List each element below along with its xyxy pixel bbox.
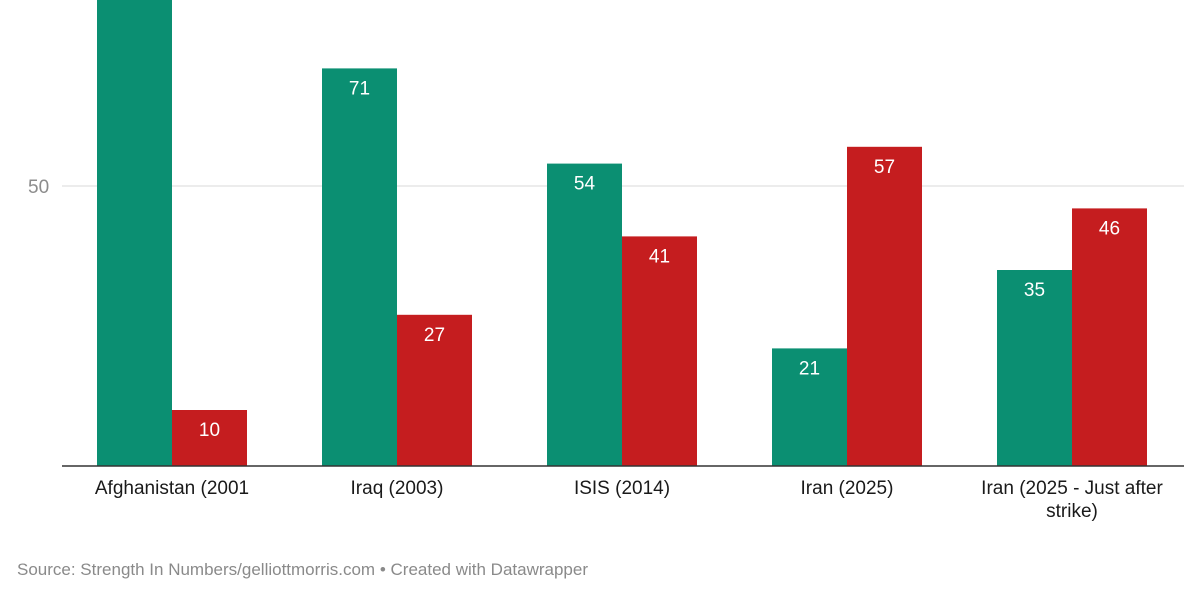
x-tick-label: Afghanistan (2001 [95,478,249,499]
x-tick-label-line: strike) [1046,501,1098,522]
bar-value-label: 71 [349,78,370,99]
x-tick-label: ISIS (2014) [574,478,670,499]
x-tick-label-line: Iran (2025) [801,478,894,499]
x-tick-label-line: Afghanistan (2001 [95,478,249,499]
bar-value-label: 41 [649,246,670,267]
y-tick-label: 50 [28,177,49,198]
chart-footer: Source: Strength In Numbers/gelliottmorr… [17,560,588,580]
x-tick-label: Iran (2025) [801,478,894,499]
bar-chart: 88 71 54 21 35 10 27 41 57 46 50 Afghanistan (2001… [28,0,1184,522]
data-labels: 88 71 54 21 35 10 27 41 57 46 [124,0,1120,441]
separator-dot: • [379,560,386,579]
bar-value-label: 21 [799,358,820,379]
bar [847,146,922,467]
x-tick-label: Iran (2025 - Just after strike) [981,478,1163,522]
bar-value-label: 27 [424,325,445,346]
bar-value-label: 35 [1024,280,1045,301]
bar-value-label: 54 [574,174,596,195]
x-tick-label-line: Iraq (2003) [351,478,444,499]
bar-value-label: 46 [1099,218,1120,239]
bar [397,314,472,466]
bar [997,270,1072,466]
bar [622,236,697,466]
bar-value-label: 10 [199,420,220,441]
credit-note: Created with Datawrapper [390,560,588,579]
bar [172,410,247,466]
bar-value-label: 88 [124,0,145,4]
x-tick-label: Iraq (2003) [351,478,444,499]
bar [322,68,397,467]
bars [97,0,1147,467]
source-note: Source: Strength In Numbers/gelliottmorr… [17,560,376,579]
x-tick-label-line: ISIS (2014) [574,478,670,499]
bar [97,0,172,466]
bar-value-label: 57 [874,157,895,178]
bar [1072,208,1147,466]
x-tick-label-line: Iran (2025 - Just after [981,478,1163,499]
axes: 50 Afghanistan (2001 Iraq (2003) ISIS (2014… [28,177,1184,522]
bar [772,348,847,466]
bar [547,163,622,466]
